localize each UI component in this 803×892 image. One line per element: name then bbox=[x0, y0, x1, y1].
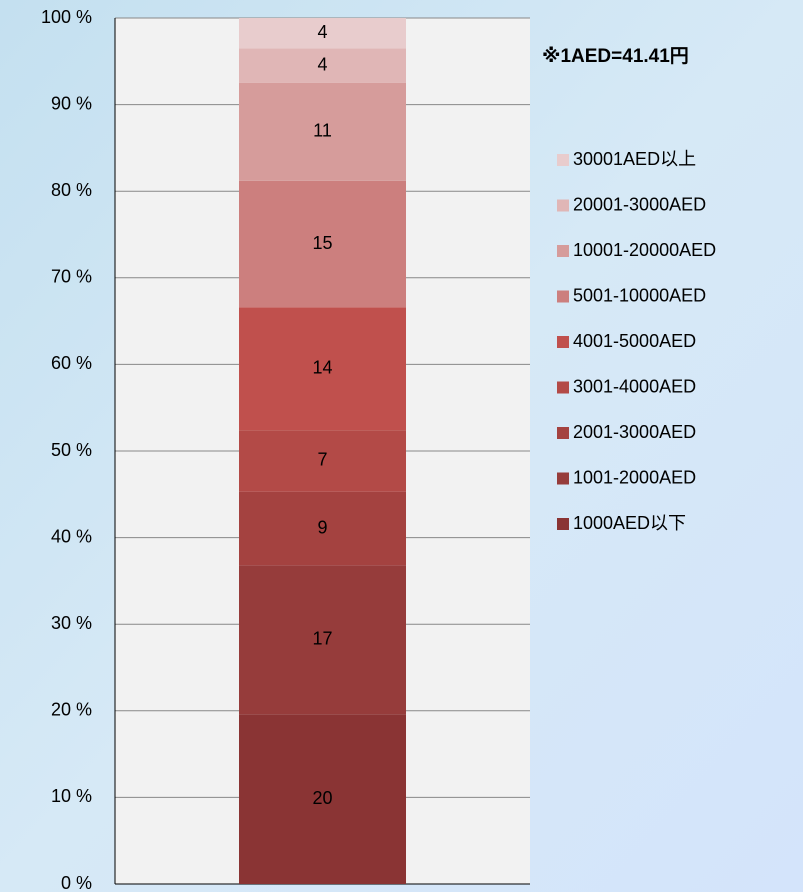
legend-label: 2001-3000AED bbox=[573, 422, 696, 442]
legend-swatch bbox=[557, 518, 569, 530]
y-tick-label: 60 % bbox=[51, 353, 92, 373]
y-tick-label: 100 % bbox=[41, 7, 92, 27]
y-tick-label: 50 % bbox=[51, 440, 92, 460]
data-label: 15 bbox=[312, 233, 332, 253]
data-label: 7 bbox=[317, 450, 327, 470]
bar-segment bbox=[239, 307, 406, 431]
data-label: 4 bbox=[317, 54, 327, 74]
data-label: 9 bbox=[317, 517, 327, 537]
data-label: 17 bbox=[312, 629, 332, 649]
y-tick-label: 20 % bbox=[51, 700, 92, 720]
legend-label: 30001AED以上 bbox=[573, 149, 696, 169]
legend-label: 3001-4000AED bbox=[573, 376, 696, 396]
legend-swatch bbox=[557, 199, 569, 212]
bar-segment bbox=[239, 82, 406, 181]
bar-segment bbox=[239, 48, 406, 83]
data-label: 20 bbox=[312, 788, 332, 808]
y-tick-label: 90 % bbox=[51, 93, 92, 113]
legend-swatch bbox=[557, 427, 569, 439]
y-tick-label: 40 % bbox=[51, 526, 92, 546]
y-tick-label: 80 % bbox=[51, 180, 92, 200]
bar-segment bbox=[239, 180, 406, 308]
bar-segment bbox=[239, 430, 406, 492]
legend-swatch bbox=[557, 290, 569, 303]
legend-label: 1001-2000AED bbox=[573, 467, 696, 487]
bar-segment bbox=[239, 491, 406, 566]
legend-swatch bbox=[557, 381, 569, 394]
y-tick-label: 30 % bbox=[51, 613, 92, 633]
y-tick-label: 10 % bbox=[51, 786, 92, 806]
y-tick-label: 70 % bbox=[51, 267, 92, 287]
bar-segment bbox=[239, 714, 406, 884]
legend-label: 10001-20000AED bbox=[573, 240, 716, 260]
legend-label: 5001-10000AED bbox=[573, 285, 706, 305]
legend-label: 1000AED以下 bbox=[573, 513, 686, 533]
y-tick-label: 0 % bbox=[61, 873, 92, 892]
legend-swatch bbox=[557, 245, 569, 257]
data-label: 14 bbox=[312, 357, 332, 377]
legend-label: 4001-5000AED bbox=[573, 331, 696, 351]
legend-swatch bbox=[557, 154, 569, 166]
bar-segment bbox=[239, 565, 406, 715]
legend-label: 20001-3000AED bbox=[573, 194, 706, 214]
data-label: 4 bbox=[317, 22, 327, 42]
legend-swatch bbox=[557, 472, 569, 485]
annotation: ※1AED=41.41円 bbox=[542, 46, 689, 67]
legend-swatch bbox=[557, 336, 569, 348]
data-label: 11 bbox=[313, 121, 332, 141]
bar-segment bbox=[239, 18, 406, 49]
